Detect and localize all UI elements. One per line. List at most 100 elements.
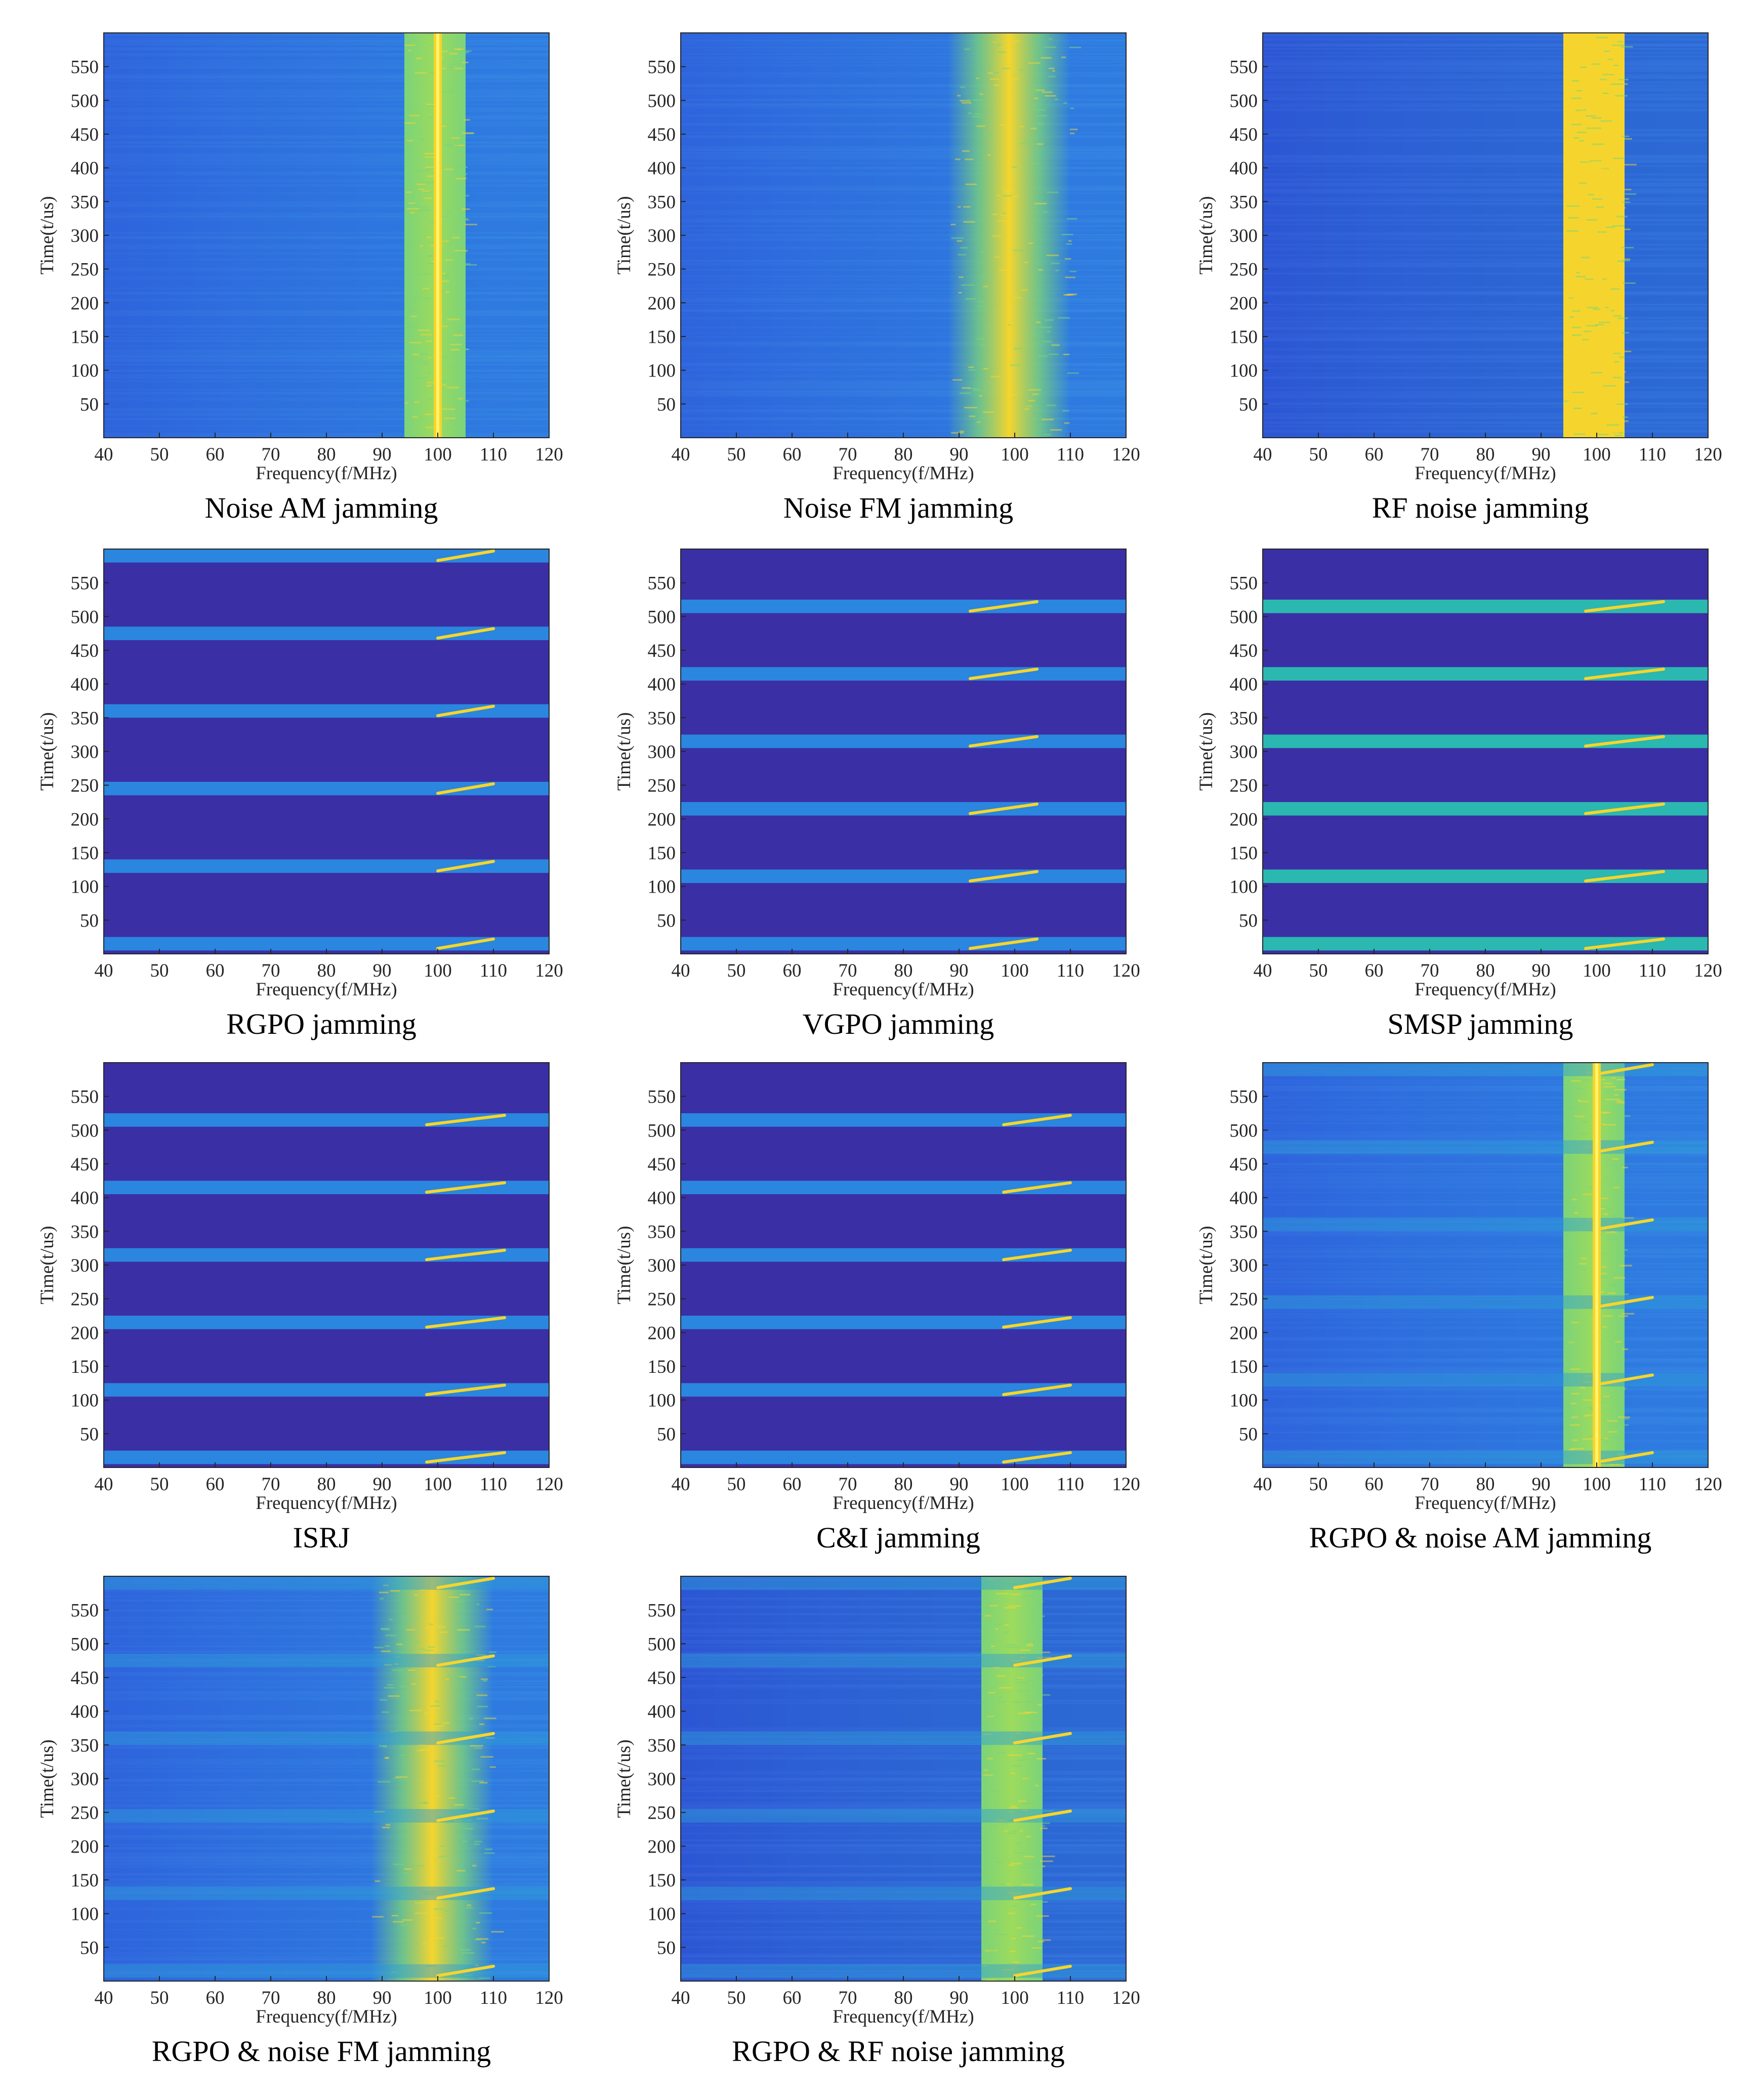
band-texture: [408, 1669, 416, 1671]
band-texture: [972, 116, 980, 118]
band-texture: [1611, 1158, 1619, 1160]
band-texture: [1042, 1939, 1051, 1941]
pulse-stripe: [104, 1886, 549, 1900]
band-texture: [1580, 33, 1593, 35]
band-texture: [1581, 1269, 1587, 1271]
band-texture: [1619, 1265, 1633, 1267]
pulse-stripe: [681, 1576, 1126, 1590]
x-tick-label: 80: [1476, 1474, 1495, 1495]
chirp-trace: [436, 937, 495, 950]
band-texture: [1044, 434, 1051, 436]
chirp-trace: [969, 803, 1039, 815]
band-texture: [995, 1799, 999, 1801]
band-texture: [1575, 1216, 1582, 1218]
heatmap-area: [104, 33, 549, 438]
x-tick-label: 60: [1365, 960, 1384, 981]
band-texture: [1024, 1641, 1030, 1643]
band-texture: [1582, 1438, 1595, 1440]
y-tick-label: 350: [1230, 708, 1258, 729]
y-tick-label: 500: [1230, 91, 1258, 111]
band-texture: [1604, 152, 1614, 154]
band-texture: [452, 424, 458, 426]
band-texture: [479, 1782, 488, 1784]
band-texture: [1601, 1078, 1606, 1080]
band-texture: [424, 413, 434, 415]
pulse-stripe: [1263, 1140, 1708, 1154]
band-texture: [420, 333, 433, 335]
band-texture: [1037, 1704, 1042, 1706]
band-texture: [1588, 41, 1592, 44]
band-texture: [1588, 318, 1595, 320]
band-texture: [440, 356, 448, 358]
band-texture: [1042, 1694, 1051, 1696]
band-texture: [1613, 1187, 1620, 1189]
band-texture: [984, 327, 991, 329]
band-texture: [951, 432, 964, 434]
pulse-stripe: [104, 1731, 549, 1745]
band-texture: [423, 273, 432, 275]
band-texture: [1030, 128, 1037, 130]
band-texture: [444, 168, 453, 170]
band-texture: [390, 1590, 400, 1592]
pulse-stripe: [1263, 1450, 1708, 1464]
band-texture: [1602, 187, 1614, 189]
y-tick-label: 450: [1230, 124, 1258, 145]
carrier-line-core: [436, 33, 439, 438]
band-texture: [1052, 70, 1055, 72]
band-texture: [427, 372, 431, 374]
band-texture: [1034, 202, 1047, 204]
pulse-stripe: [1263, 667, 1708, 681]
heatmap-area: [681, 33, 1126, 438]
y-tick-label: 400: [648, 675, 676, 695]
x-tick-label: 120: [1112, 1988, 1140, 2008]
x-tick-label: 40: [95, 1474, 113, 1495]
band-texture: [418, 209, 431, 211]
band-texture: [1613, 64, 1618, 66]
chirp-trace: [1002, 1248, 1072, 1262]
chirp-trace: [436, 1810, 495, 1822]
chirp-trace: [425, 1451, 506, 1464]
band-texture: [414, 85, 421, 87]
x-tick-label: 120: [1694, 1474, 1722, 1495]
band-texture: [1587, 269, 1600, 271]
band-texture: [451, 356, 462, 358]
x-axis-label: Frequency(f/MHz): [833, 979, 974, 1000]
pulse-stripe: [104, 1316, 549, 1329]
band-texture: [411, 1683, 417, 1685]
band-texture: [1042, 1865, 1046, 1867]
band-texture: [1575, 1088, 1586, 1090]
band-texture: [476, 1938, 488, 1940]
band-texture: [1041, 57, 1052, 59]
x-tick-label: 70: [262, 960, 280, 981]
band-texture: [1571, 1448, 1584, 1450]
x-tick-label: 110: [1639, 1474, 1666, 1495]
band-texture: [1593, 427, 1596, 429]
band-texture: [1009, 1892, 1022, 1894]
y-tick-label: 50: [657, 394, 676, 415]
band-texture: [1616, 1099, 1621, 1101]
band-texture: [1621, 246, 1634, 248]
band-texture: [1063, 353, 1070, 355]
x-tick-label: 90: [373, 1988, 392, 2008]
band-texture: [1611, 1215, 1617, 1217]
chirp-trace: [969, 937, 1039, 950]
panel-caption: Noise AM jamming: [204, 491, 438, 524]
band-texture: [454, 67, 464, 69]
band-texture: [1583, 1193, 1594, 1195]
band-texture: [1622, 189, 1632, 191]
y-tick-label: 200: [648, 809, 676, 830]
band-texture: [1618, 317, 1628, 319]
band-texture: [474, 1747, 482, 1749]
band-texture: [994, 256, 1000, 258]
band-texture: [1585, 278, 1594, 280]
band-texture: [378, 1781, 391, 1783]
band-texture: [983, 1774, 993, 1776]
chirp-trace: [425, 1383, 506, 1396]
band-texture: [1603, 1213, 1608, 1215]
y-tick-label: 200: [71, 1836, 99, 1857]
y-tick-label: 350: [71, 1735, 99, 1756]
band-texture: [1066, 243, 1072, 245]
band-texture: [1567, 298, 1579, 300]
band-texture: [1570, 1368, 1580, 1370]
band-texture: [413, 1616, 419, 1618]
